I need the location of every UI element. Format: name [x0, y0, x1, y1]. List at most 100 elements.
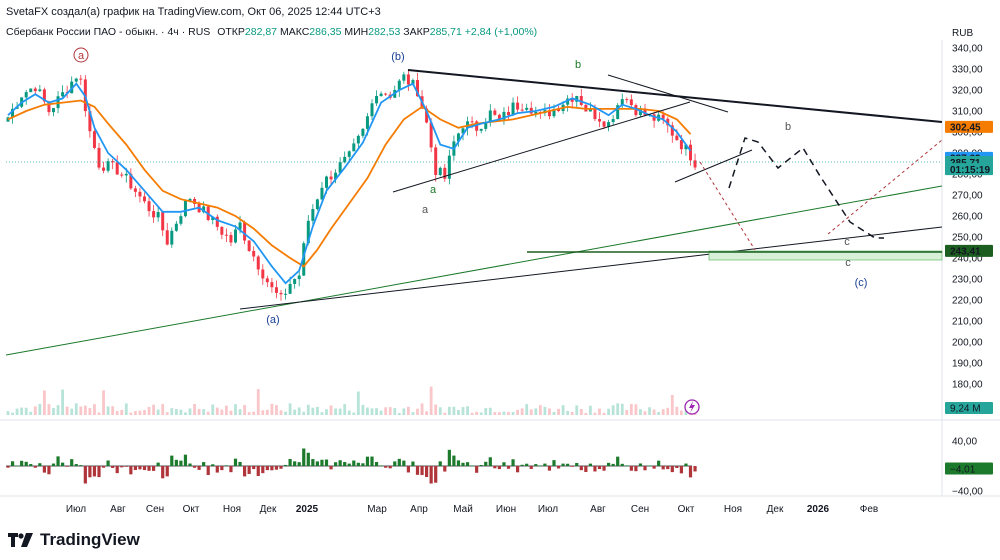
- volume-bar: [279, 410, 283, 415]
- volume-bar: [393, 408, 397, 415]
- volume-bar: [620, 403, 624, 415]
- time-tick-label: Сен: [146, 504, 164, 515]
- tradingview-brand: TradingView: [40, 530, 140, 549]
- volume-bar: [466, 406, 469, 415]
- volume-bar: [529, 409, 533, 415]
- oscillator-bar: [625, 465, 629, 467]
- oscillator-bar: [51, 463, 56, 466]
- volume-bar: [579, 409, 583, 415]
- oscillator-bar: [170, 455, 174, 466]
- volume-bar: [534, 408, 538, 415]
- candle-body: [511, 102, 515, 116]
- oscillator-bar: [343, 462, 347, 466]
- volume-bar: [484, 408, 488, 415]
- candle-body: [375, 95, 379, 104]
- volume-bar: [20, 407, 24, 415]
- volume-bar: [611, 405, 615, 415]
- oscillator-bar: [547, 466, 552, 471]
- volume-bar: [616, 403, 620, 415]
- volume-bar: [320, 412, 324, 415]
- volume-bar: [275, 405, 278, 415]
- price-axis-badge-text: 302,45: [950, 123, 981, 134]
- candle-body: [256, 256, 260, 270]
- volume-bar: [33, 406, 37, 415]
- oscillator-bar: [320, 459, 324, 466]
- oscillator-bar: [315, 461, 319, 466]
- symbol-name[interactable]: Сбербанк России ПАО - обыкн. · 4ч · RUS: [6, 26, 211, 38]
- candle-body: [629, 99, 633, 106]
- oscillator-bar: [643, 466, 647, 471]
- oscillator-bar: [693, 466, 697, 472]
- candle-body: [174, 223, 178, 231]
- volume-bar: [325, 409, 328, 415]
- candle-body: [129, 173, 133, 189]
- volume-bar: [106, 406, 110, 415]
- oscillator-bar: [156, 462, 160, 466]
- candle-body: [425, 108, 429, 123]
- candle-body: [384, 93, 388, 95]
- volume-bar: [147, 407, 151, 415]
- volume-bar: [493, 412, 497, 415]
- price-axis-badge: [945, 120, 993, 133]
- oscillator-bar: [529, 466, 533, 469]
- candle-body: [620, 99, 624, 106]
- candle-body: [352, 143, 356, 152]
- candle-body: [56, 96, 60, 109]
- oscillator-bar: [147, 466, 151, 471]
- price-tick-label: 250,00: [952, 233, 983, 244]
- oscillator-tick-label: 40,00: [952, 437, 977, 448]
- candle-body: [124, 173, 128, 176]
- time-tick-label: Ноя: [223, 504, 241, 515]
- candle-body: [243, 222, 247, 241]
- candle-body: [238, 222, 242, 230]
- candle-body: [274, 287, 278, 293]
- volume-bar: [79, 406, 83, 415]
- candle-body: [265, 278, 269, 283]
- volume-bar: [452, 406, 456, 415]
- candle-body: [152, 211, 156, 218]
- time-tick-label: Мар: [367, 504, 387, 515]
- volume-bar: [520, 408, 524, 415]
- candle-body: [224, 234, 228, 236]
- oscillator-bar: [361, 463, 365, 466]
- candle-body: [356, 135, 360, 144]
- candle-body: [607, 122, 611, 127]
- candle-body: [488, 110, 492, 123]
- volume-bar: [607, 408, 610, 415]
- oscillator-bar: [324, 459, 329, 466]
- tradingview-logo[interactable]: TradingView: [8, 530, 140, 550]
- volume-bar: [138, 410, 142, 415]
- price-axis-badge: [945, 244, 993, 257]
- volume-bar: [65, 406, 69, 415]
- time-tick-label: Июл: [66, 504, 86, 515]
- oscillator-bar: [152, 466, 156, 471]
- oscillator-bar: [456, 460, 461, 466]
- oscillator-bar: [556, 466, 561, 469]
- volume-axis-badge: [945, 402, 993, 414]
- oscillator-bar: [20, 460, 24, 466]
- volume-bar: [306, 404, 310, 415]
- candle-body: [311, 209, 315, 221]
- candle-body: [215, 216, 219, 227]
- oscillator-bar: [465, 462, 470, 466]
- volume-bar: [356, 391, 360, 415]
- wave-label: (c): [855, 277, 868, 289]
- volume-bar: [648, 407, 651, 415]
- candle-body: [666, 118, 670, 126]
- time-tick-label: Окт: [183, 504, 200, 515]
- volume-bar: [165, 412, 169, 415]
- oscillator-bar: [220, 466, 224, 471]
- price-tick-label: 330,00: [952, 65, 983, 76]
- volume-bar: [261, 410, 265, 415]
- oscillator-bar: [293, 461, 297, 466]
- volume-bar: [316, 406, 319, 415]
- candle-body: [625, 99, 629, 101]
- volume-bar: [88, 407, 92, 415]
- oscillator-bar: [47, 466, 51, 475]
- oscillator-bar: [24, 461, 28, 466]
- close-label: ЗАКР: [403, 26, 430, 38]
- triangle-lower-line: [392, 101, 691, 193]
- close-value: 285,71: [429, 26, 462, 38]
- candle-body: [689, 144, 692, 161]
